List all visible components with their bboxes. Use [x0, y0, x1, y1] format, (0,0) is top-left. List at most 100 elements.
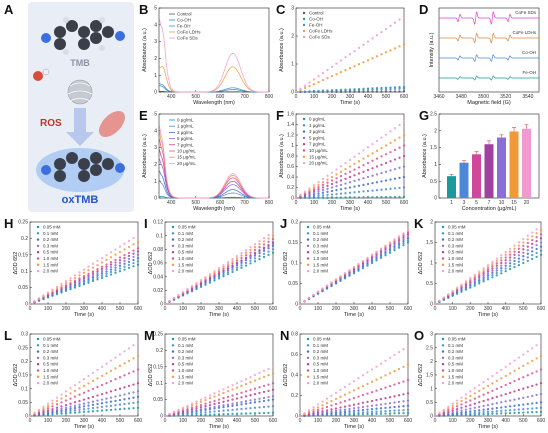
data-point	[460, 283, 463, 286]
data-point	[361, 259, 365, 263]
x-tick-label: 400	[167, 94, 176, 100]
data-point	[78, 408, 81, 411]
data-point	[513, 398, 516, 401]
data-point	[352, 396, 356, 400]
data-point	[335, 196, 338, 199]
data-point	[249, 262, 252, 265]
panel-label-n: N	[280, 328, 289, 343]
data-point	[267, 367, 270, 371]
data-point	[303, 90, 307, 93]
data-point	[195, 413, 198, 417]
data-point	[123, 268, 126, 271]
data-point	[522, 241, 525, 244]
data-point	[100, 276, 104, 279]
data-point	[526, 249, 529, 252]
data-point	[473, 397, 476, 400]
data-point	[353, 191, 356, 194]
data-point	[91, 274, 95, 277]
data-point	[398, 86, 401, 89]
x-tick-label: 400	[364, 200, 373, 206]
y-tick-label: 0.05	[288, 281, 298, 287]
data-point	[226, 403, 230, 406]
data-point	[326, 190, 329, 194]
data-point	[321, 404, 324, 407]
data-point	[353, 196, 356, 199]
data-point	[190, 408, 194, 411]
data-point	[244, 251, 248, 254]
legend-swatch	[302, 136, 306, 140]
data-point	[105, 401, 108, 404]
plot-frame	[438, 7, 540, 93]
data-point	[258, 246, 261, 249]
data-point	[380, 196, 383, 199]
bar	[522, 128, 531, 198]
legend-entry: 0.05 mM	[448, 337, 466, 342]
data-point	[406, 233, 410, 236]
data-point	[433, 302, 437, 306]
data-point	[339, 183, 343, 187]
x-tick-label: 100	[179, 418, 188, 424]
data-point	[204, 402, 207, 405]
data-point	[100, 265, 104, 268]
legend-swatch	[36, 375, 40, 378]
legend-swatch	[36, 257, 40, 260]
data-point	[402, 241, 405, 245]
data-point	[330, 281, 333, 284]
data-point	[231, 408, 234, 412]
data-point	[82, 384, 86, 388]
data-point	[486, 265, 490, 269]
data-point	[482, 280, 485, 283]
data-point	[114, 404, 117, 407]
data-point	[397, 235, 401, 238]
y-tick-label: 0	[154, 196, 157, 202]
data-point	[438, 411, 441, 415]
data-point	[244, 407, 248, 410]
data-point	[339, 388, 342, 392]
data-point	[335, 89, 338, 92]
data-point	[366, 256, 369, 260]
x-tick-label: 100	[310, 200, 319, 206]
legend-entry: 1.5 mM	[43, 262, 58, 267]
legend-entry: 2.0 mM	[448, 381, 463, 386]
x-axis-label: Wavelength (nm)	[193, 206, 235, 212]
data-point	[375, 410, 378, 413]
y-tick-label: 0.4	[287, 175, 294, 181]
data-point	[326, 174, 329, 177]
data-point	[114, 266, 117, 269]
data-point	[335, 185, 338, 188]
x-axis-label: Wavelength (nm)	[193, 100, 235, 106]
data-point	[379, 410, 383, 413]
data-point	[308, 188, 311, 192]
data-point	[495, 264, 498, 267]
data-point	[357, 166, 361, 169]
data-point	[447, 293, 450, 296]
data-point	[73, 409, 77, 412]
data-point	[335, 73, 338, 76]
panel-label-a: A	[4, 2, 14, 17]
data-point	[508, 267, 512, 271]
data-point	[253, 401, 257, 404]
data-point	[508, 362, 512, 365]
y-tick-label: 1	[430, 261, 433, 267]
data-point	[253, 398, 257, 401]
data-point	[321, 90, 325, 93]
data-point	[321, 78, 325, 82]
data-point	[500, 259, 503, 262]
x-tick-label: 3460	[433, 94, 444, 100]
data-point	[539, 249, 543, 252]
data-point	[375, 181, 379, 184]
down-arrow-icon	[66, 108, 94, 146]
data-point	[370, 380, 374, 383]
legend-swatch	[171, 251, 175, 254]
legend-swatch	[302, 143, 306, 146]
data-point	[87, 272, 90, 275]
data-point	[393, 158, 397, 161]
y-tick-label: 0.05	[153, 397, 163, 403]
data-point	[271, 372, 275, 375]
data-point	[508, 253, 512, 256]
data-point	[136, 256, 140, 260]
data-point	[73, 276, 77, 280]
data-point	[473, 281, 476, 284]
data-point	[132, 243, 135, 246]
data-point	[486, 267, 490, 271]
